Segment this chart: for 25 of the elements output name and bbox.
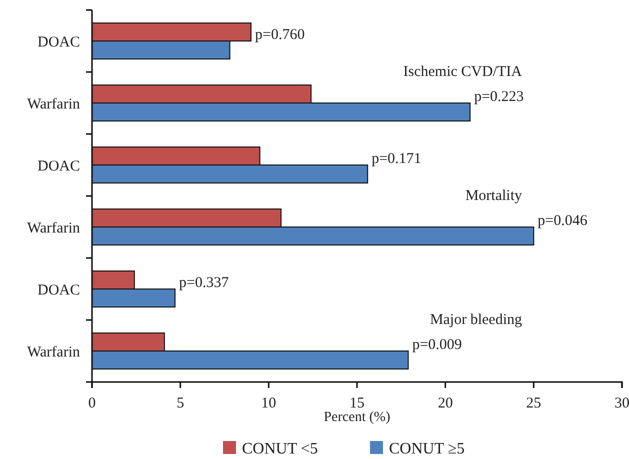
annotation: p=0.046 <box>538 213 588 229</box>
y-tick-label: Warfarin <box>27 220 80 236</box>
y-tick-label: DOAC <box>37 158 80 174</box>
annotation: p=0.760 <box>255 27 305 43</box>
x-tick-label: 0 <box>88 396 96 412</box>
x-tick-label: 10 <box>261 396 276 412</box>
annotation: Major bleeding <box>430 312 522 328</box>
legend-label: CONUT ≥5 <box>389 440 465 458</box>
annotation: Ischemic CVD/TIA <box>403 64 522 80</box>
y-tick-label: Warfarin <box>27 344 80 360</box>
x-tick-label: 5 <box>176 396 184 412</box>
y-tick-label: Warfarin <box>27 96 80 112</box>
y-tick-label: DOAC <box>37 282 80 298</box>
x-tick-label: 15 <box>350 396 364 412</box>
x-tick-label: 30 <box>614 396 629 412</box>
annotation: p=0.337 <box>179 275 230 291</box>
y-tick-label: DOAC <box>37 34 80 50</box>
annotation: p=0.171 <box>372 151 422 167</box>
x-tick-label: 25 <box>526 396 542 412</box>
legend-label: CONUT <5 <box>242 440 318 458</box>
x-axis-title: Percent (%) <box>324 410 391 425</box>
annotation: Mortality <box>465 188 522 204</box>
x-tick-label: 20 <box>438 396 453 412</box>
annotation: p=0.009 <box>412 337 462 353</box>
annotation: p=0.223 <box>474 89 524 105</box>
